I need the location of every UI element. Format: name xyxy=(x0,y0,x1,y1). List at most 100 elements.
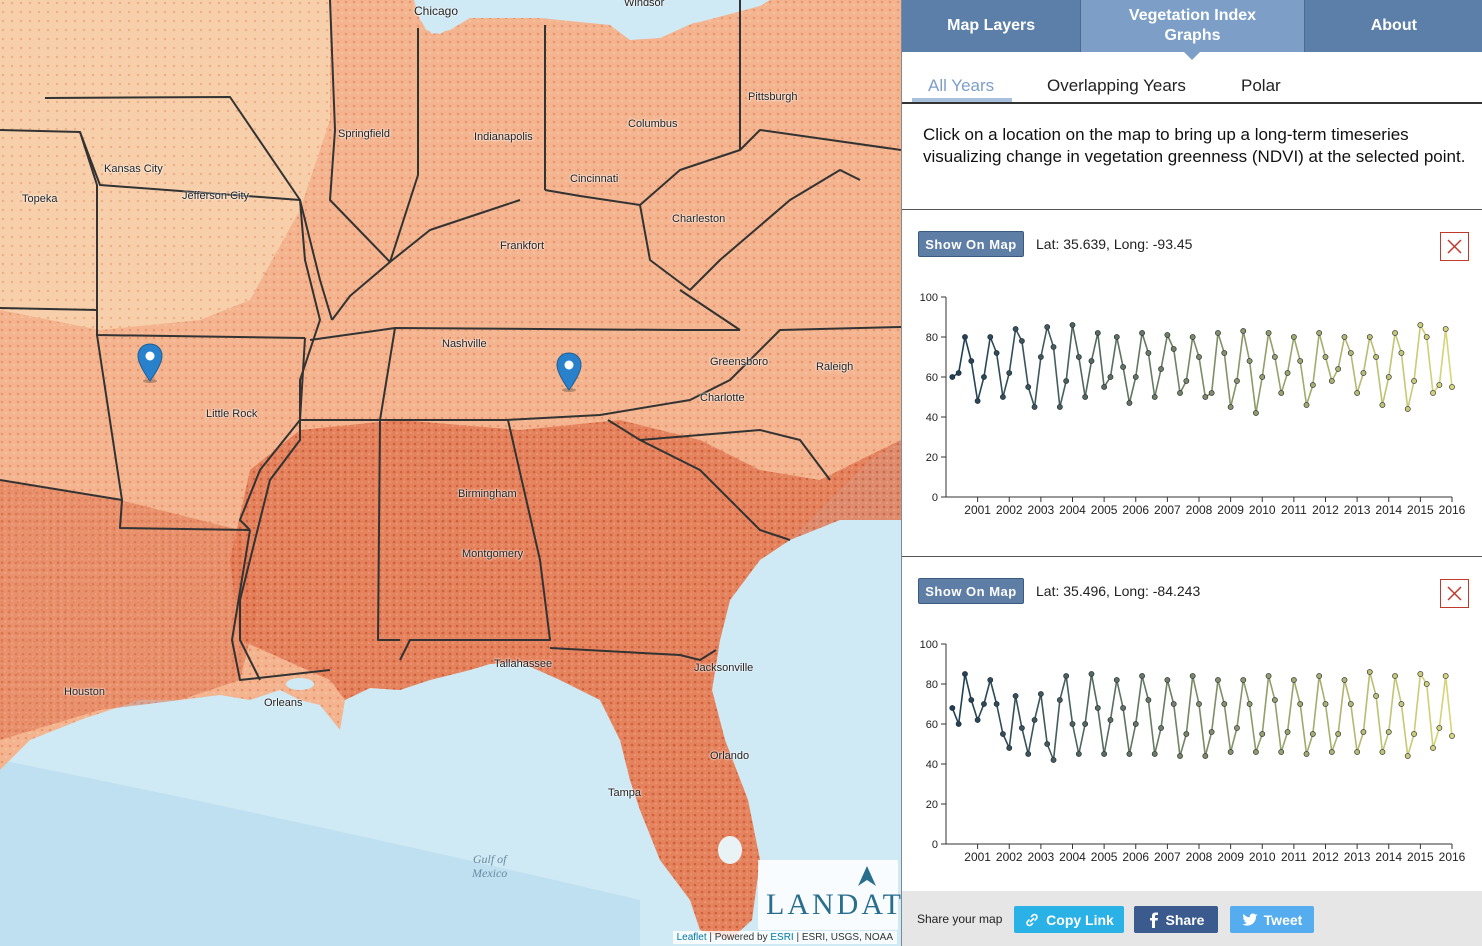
show-on-map-button[interactable]: Show On Map xyxy=(918,578,1024,604)
data-point xyxy=(1347,350,1354,356)
x-tick-label: 2011 xyxy=(1281,850,1307,864)
tab-label: About xyxy=(1370,17,1417,34)
leaflet-link[interactable]: Leaflet xyxy=(676,932,707,943)
x-tick-label: 2005 xyxy=(1091,503,1118,517)
y-tick-label: 40 xyxy=(926,412,938,424)
data-point xyxy=(949,705,956,711)
map-label: Little Rock xyxy=(206,408,258,420)
map-label: Charleston xyxy=(672,213,726,225)
divider xyxy=(902,209,1482,210)
x-tick-label: 2004 xyxy=(1059,503,1086,517)
x-tick-label: 2010 xyxy=(1249,503,1276,517)
data-point xyxy=(1253,410,1259,416)
map-label: Charlotte xyxy=(700,392,745,404)
series-segment xyxy=(983,336,992,378)
data-point xyxy=(1322,701,1329,707)
map-label: Tampa xyxy=(608,787,642,799)
attribution-rest: | ESRI, USGS, NOAA xyxy=(793,932,893,943)
data-point xyxy=(1025,751,1032,757)
map-view[interactable]: Chicago Windsor Kansas City Topeka Jeffe… xyxy=(0,0,901,946)
y-tick-label: 80 xyxy=(926,679,938,691)
tab-map-layers[interactable]: Map Layers xyxy=(902,0,1082,52)
series-segment xyxy=(1236,330,1245,382)
series-segment xyxy=(1046,326,1055,348)
facebook-share-button[interactable]: Share xyxy=(1134,906,1218,933)
x-tick-label: 2015 xyxy=(1407,850,1434,864)
series-segment xyxy=(1324,703,1333,753)
series-segment xyxy=(1362,336,1371,374)
series-segment xyxy=(1021,340,1030,388)
series-segment xyxy=(1128,376,1137,404)
series-segment xyxy=(1229,727,1238,753)
side-panel: Map Layers Vegetation Index Graphs About… xyxy=(901,0,1482,946)
data-point xyxy=(981,701,987,707)
data-point xyxy=(981,374,987,380)
data-point xyxy=(1316,330,1323,336)
ndvi-chart-1: 0 20 40 60 80 100 2001 2002 2003 2004 2005 2006 2007… xyxy=(920,292,1466,517)
series-segment xyxy=(1350,703,1358,753)
series-segment xyxy=(1375,695,1384,753)
data-point xyxy=(1031,717,1038,723)
y-tick-label: 60 xyxy=(926,372,938,384)
tab-vegetation-index-graphs[interactable]: Vegetation Index Graphs xyxy=(1081,0,1305,60)
data-point xyxy=(1050,344,1057,350)
series-segment xyxy=(1097,332,1105,388)
series-segment xyxy=(1286,336,1295,374)
series-segment xyxy=(1128,723,1137,755)
data-point xyxy=(1341,677,1348,683)
x-tick-label: 2009 xyxy=(1217,850,1244,864)
close-chart-button[interactable] xyxy=(1440,232,1469,261)
show-on-map-button[interactable]: Show On Map xyxy=(918,231,1024,257)
series-segment xyxy=(1097,707,1105,755)
data-point xyxy=(1120,364,1126,370)
data-point xyxy=(962,334,968,340)
series-segment xyxy=(1122,707,1131,755)
series-segment xyxy=(1312,332,1320,386)
data-point xyxy=(1347,701,1354,707)
copy-link-button[interactable]: Copy Link xyxy=(1014,906,1124,933)
data-point xyxy=(1309,731,1316,737)
series-segment xyxy=(1261,675,1270,735)
data-point xyxy=(1227,404,1234,410)
data-point xyxy=(1366,669,1373,675)
data-point xyxy=(1158,725,1164,731)
close-icon xyxy=(1447,586,1462,601)
series-segment xyxy=(1305,733,1314,755)
series-segment xyxy=(1242,330,1251,362)
x-tick-label: 2014 xyxy=(1375,503,1402,517)
series-segment xyxy=(1059,675,1067,701)
map-marker-icon[interactable] xyxy=(556,352,582,392)
arrow-logo-icon xyxy=(858,866,876,886)
series-segment xyxy=(1059,380,1067,408)
series-segment xyxy=(1153,368,1162,398)
data-point xyxy=(1227,749,1234,755)
data-point xyxy=(1183,731,1190,737)
active-subtab-indicator xyxy=(912,98,1012,102)
data-point xyxy=(1208,390,1215,396)
data-point xyxy=(993,350,1000,356)
gulf-label-line2: Mexico xyxy=(472,866,508,880)
tab-about[interactable]: About xyxy=(1305,0,1482,52)
x-tick-label: 2013 xyxy=(1344,850,1371,864)
series-segment xyxy=(1248,360,1257,414)
data-point xyxy=(1151,751,1158,757)
close-chart-button[interactable] xyxy=(1440,579,1469,608)
subtab-overlapping-years[interactable]: Overlapping Years xyxy=(1047,76,1186,95)
x-tick-label: 2008 xyxy=(1186,503,1213,517)
map-marker-icon[interactable] xyxy=(137,343,163,383)
data-point xyxy=(1290,677,1297,683)
series-segment xyxy=(1160,334,1169,370)
subtab-polar[interactable]: Polar xyxy=(1241,76,1281,95)
series-segment xyxy=(1267,332,1276,358)
data-point xyxy=(1019,338,1025,344)
series-segment xyxy=(1172,348,1181,394)
series-segment xyxy=(1274,356,1283,394)
series-segment xyxy=(1406,380,1415,410)
data-point xyxy=(1177,390,1183,396)
tweet-button[interactable]: Tweet xyxy=(1230,906,1314,933)
esri-link[interactable]: ESRI xyxy=(770,932,794,943)
series-segment xyxy=(957,336,966,374)
data-point xyxy=(1341,334,1348,340)
series-segment xyxy=(1141,332,1150,354)
subtab-all-years[interactable]: All Years xyxy=(928,76,995,95)
